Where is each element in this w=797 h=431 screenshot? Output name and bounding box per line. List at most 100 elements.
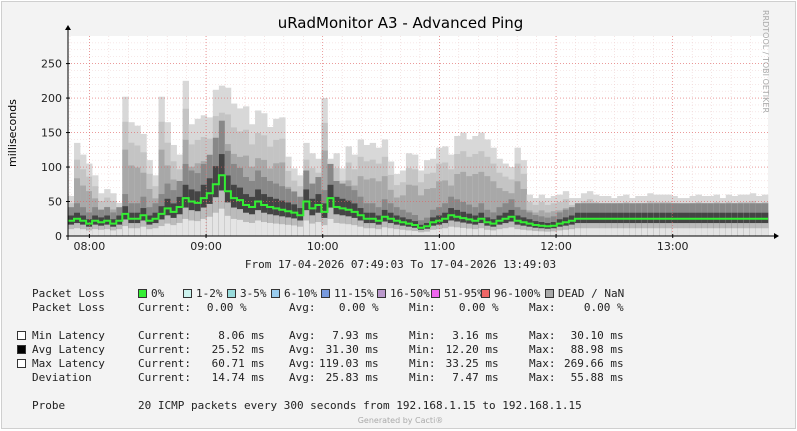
loss-swatch-label: 96-100% bbox=[494, 287, 541, 300]
loss-swatch bbox=[183, 289, 192, 298]
latency-bar bbox=[309, 223, 316, 236]
max-header: Max: bbox=[529, 371, 556, 384]
latency-bar bbox=[128, 228, 135, 236]
latency-bar bbox=[629, 228, 636, 236]
latency-bar bbox=[411, 185, 419, 236]
latency-bar bbox=[218, 208, 226, 236]
latency-bar bbox=[466, 228, 473, 236]
latency-bar bbox=[285, 224, 292, 236]
latency-bar bbox=[586, 228, 594, 236]
latency-bar bbox=[478, 228, 485, 236]
latency-bar bbox=[514, 229, 521, 236]
latency-bar bbox=[574, 228, 582, 236]
latency-max: 88.98 ms bbox=[564, 343, 624, 356]
latency-bar bbox=[617, 228, 624, 236]
latency-bar bbox=[671, 228, 678, 236]
y-tick-label: 50 bbox=[48, 196, 62, 209]
latency-bar bbox=[152, 228, 159, 236]
loss-swatch-label: 51-95% bbox=[444, 287, 484, 300]
latency-bar bbox=[261, 222, 268, 236]
latency-bar bbox=[761, 228, 769, 236]
latency-bar bbox=[405, 184, 413, 236]
latency-current: 14.74 ms bbox=[205, 371, 265, 384]
latency-bar bbox=[418, 232, 425, 236]
latency-bar bbox=[460, 227, 467, 236]
latency-bar bbox=[472, 229, 479, 236]
min-header: Min: bbox=[409, 343, 436, 356]
max-header: Max: bbox=[529, 357, 556, 370]
latency-bar bbox=[496, 229, 503, 236]
latency-min: 3.16 ms bbox=[439, 329, 499, 342]
latency-bar bbox=[707, 228, 714, 236]
current-header: Current: bbox=[138, 329, 191, 342]
latency-bar bbox=[737, 228, 745, 236]
latency-bar bbox=[267, 222, 274, 236]
latency-bar bbox=[743, 228, 751, 236]
latency-bar bbox=[188, 220, 196, 236]
latency-bar bbox=[430, 229, 437, 236]
avg-header: Avg: bbox=[289, 301, 316, 314]
latency-min: 7.47 ms bbox=[439, 371, 499, 384]
latency-bar bbox=[176, 222, 183, 236]
latency-bar bbox=[490, 181, 497, 236]
latency-bar bbox=[605, 228, 612, 236]
latency-bar bbox=[297, 226, 304, 236]
min-header: Min: bbox=[409, 357, 436, 370]
latency-bar bbox=[387, 228, 395, 236]
latency-bar bbox=[92, 229, 99, 236]
latency-bar bbox=[98, 229, 105, 236]
loss-swatch bbox=[271, 289, 280, 298]
x-tick-label: 10:00 bbox=[307, 240, 339, 253]
latency-bar bbox=[327, 218, 334, 236]
latency-bar bbox=[593, 228, 600, 236]
latency-current: 8.06 ms bbox=[205, 329, 265, 342]
latency-bar bbox=[580, 228, 588, 236]
latency-bar bbox=[122, 149, 129, 236]
y-tick-label: 200 bbox=[41, 92, 62, 105]
latency-bar bbox=[520, 229, 527, 236]
latency-current: 25.52 ms bbox=[205, 343, 265, 356]
time-range: From 17-04-2026 07:49:03 To 17-04-2026 1… bbox=[244, 258, 557, 271]
loss-swatch-label: 3-5% bbox=[240, 287, 267, 300]
latency-bar bbox=[194, 221, 202, 236]
latency-bar bbox=[472, 174, 479, 236]
latency-max: 55.88 ms bbox=[564, 371, 624, 384]
latency-bar bbox=[291, 225, 298, 236]
latency-bar bbox=[140, 226, 147, 236]
latency-bar bbox=[659, 228, 666, 236]
latency-bar bbox=[363, 228, 371, 236]
latency-bar bbox=[611, 228, 618, 236]
probe-text: 20 ICMP packets every 300 seconds from 1… bbox=[138, 399, 582, 412]
latency-bar bbox=[424, 231, 431, 236]
latency-bar bbox=[689, 228, 696, 236]
y-tick-label: 0 bbox=[55, 230, 62, 243]
latency-bar bbox=[80, 229, 87, 236]
loss-swatch-label: 11-15% bbox=[334, 287, 374, 300]
latency-bar bbox=[279, 224, 286, 236]
latency-bar bbox=[339, 223, 346, 236]
latency-bar bbox=[273, 223, 280, 236]
loss-swatch bbox=[431, 289, 440, 298]
latency-bar bbox=[448, 226, 455, 236]
latency-bar bbox=[442, 228, 449, 236]
latency-bar bbox=[206, 216, 214, 236]
avg-latency-line bbox=[68, 174, 768, 229]
latency-bar bbox=[755, 228, 763, 236]
latency-bar bbox=[623, 228, 630, 236]
latency-bar bbox=[556, 230, 564, 236]
latency-bar bbox=[508, 227, 515, 236]
latency-bar bbox=[170, 225, 177, 236]
latency-bar bbox=[369, 228, 377, 236]
latency-bar bbox=[164, 223, 171, 236]
latency-label: Avg Latency bbox=[32, 343, 105, 356]
latency-bar bbox=[110, 230, 117, 236]
latency-bar bbox=[677, 228, 684, 236]
latency-bar bbox=[146, 229, 153, 236]
latency-bar bbox=[315, 222, 322, 236]
latency-bar bbox=[424, 188, 431, 236]
latency-bar bbox=[436, 229, 443, 236]
latency-avg: 31.30 ms bbox=[319, 343, 379, 356]
latency-bar bbox=[351, 225, 358, 236]
loss-swatch bbox=[321, 289, 330, 298]
y-axis-arrow bbox=[65, 25, 71, 30]
